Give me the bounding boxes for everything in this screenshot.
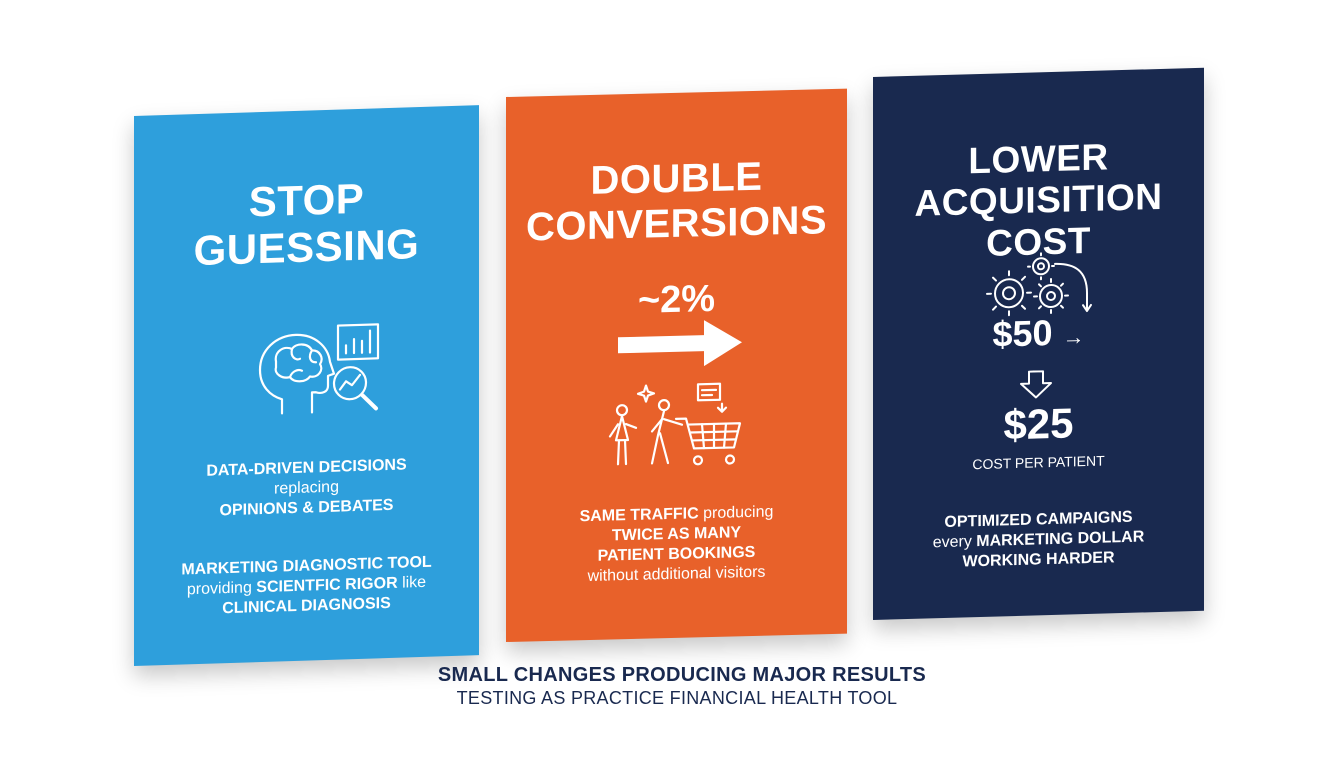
panel-lower-acquisition-cost: LOWER ACQUISITION COST $50 → — [873, 67, 1204, 620]
arrow-right-icon — [618, 319, 744, 373]
brain-analytics-icon — [234, 318, 384, 428]
cost-label: COST PER PATIENT — [972, 452, 1105, 473]
panel-double-conversions: DOUBLE CONVERSIONS ~2% — [506, 88, 847, 642]
shoppers-cart-icon — [606, 381, 746, 481]
arrow-right-icon: → — [1062, 324, 1085, 350]
gears-icon — [983, 251, 1097, 329]
panel-headline: DOUBLE CONVERSIONS — [525, 154, 828, 250]
panel-headline: LOWER ACQUISITION COST — [914, 136, 1163, 264]
arrow-down-icon — [1020, 370, 1052, 404]
cost-before: $50 → — [992, 311, 1085, 355]
panel-headline: STOP GUESSING — [193, 174, 420, 275]
panel-stop-guessing: STOP GUESSING DATA-DRIVEN DECISIONS repl… — [134, 105, 479, 666]
footer-subtitle: TESTING AS PRACTICE FINANCIAL HEALTH TOO… — [456, 688, 898, 708]
cost-after: $25 — [1003, 399, 1074, 449]
conversion-stat: ~2% — [637, 277, 716, 322]
footer-title: SMALL CHANGES PRODUCING MAJOR RESULTS — [437, 664, 927, 686]
